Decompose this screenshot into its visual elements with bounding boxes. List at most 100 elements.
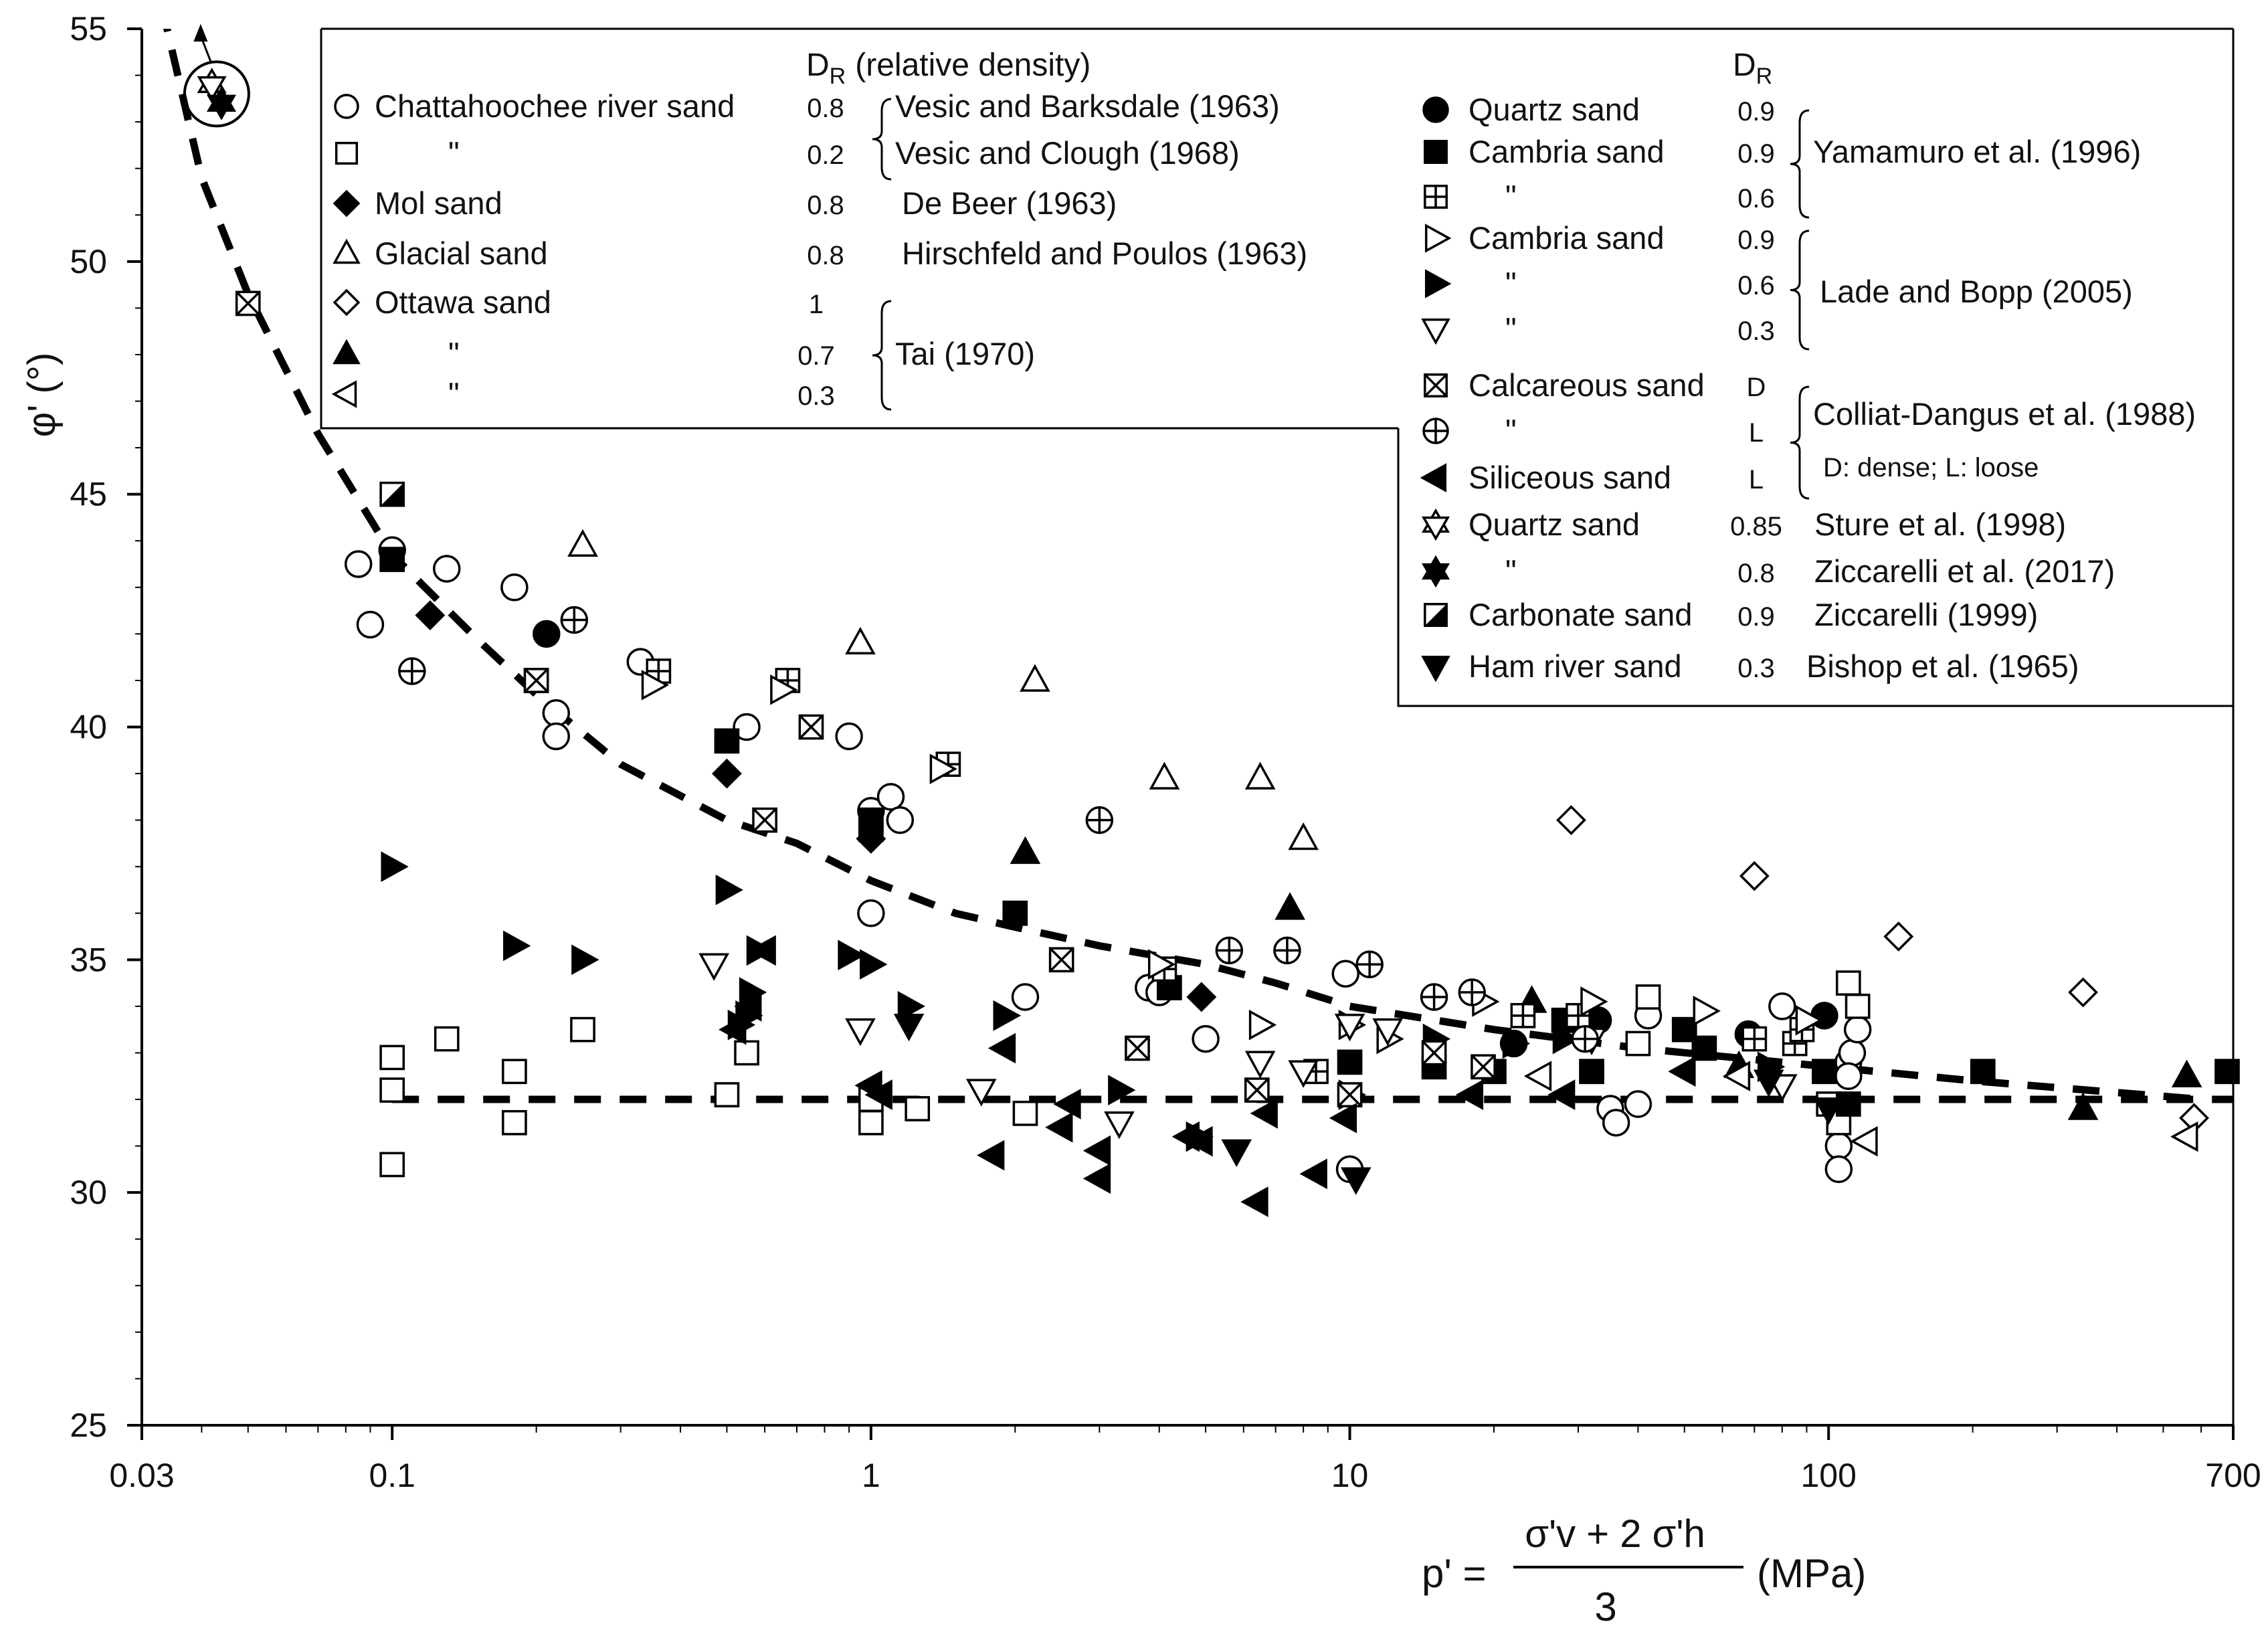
- marker-shape: [502, 1059, 527, 1085]
- marker-shape: [2171, 1059, 2202, 1088]
- data-point: [905, 1096, 931, 1121]
- legend-dr: 0.6: [1737, 271, 1775, 300]
- header-r: R: [830, 64, 846, 89]
- data-point: [1012, 1101, 1038, 1126]
- data-point: [845, 626, 876, 655]
- marker-shape: [1422, 96, 1449, 123]
- marker-shape: [1240, 1186, 1268, 1217]
- marker-shape: [1824, 1131, 1853, 1160]
- data-point: [1020, 664, 1050, 692]
- marker-shape: [1835, 1091, 1861, 1117]
- y-tick-label: 30: [70, 1174, 107, 1211]
- trend-curve: [163, 29, 2202, 1103]
- legend-dr: 0.9: [1737, 602, 1775, 632]
- marker-shape: [1843, 1015, 1872, 1044]
- data-point: [715, 875, 743, 905]
- marker-shape: [1693, 996, 1721, 1026]
- data-point: [434, 1026, 460, 1052]
- legend-dr: 0.3: [1737, 316, 1775, 346]
- marker-shape: [1002, 900, 1028, 926]
- marker-shape: [860, 949, 888, 980]
- marker-shape: [1420, 463, 1447, 492]
- marker-shape: [197, 76, 227, 102]
- series-triangle-down-filled: [893, 1013, 1844, 1195]
- data-point: [1288, 1060, 1319, 1088]
- legend-dr: 0.8: [807, 94, 844, 123]
- data-point: [1011, 983, 1040, 1011]
- data-point: [1082, 1163, 1111, 1194]
- marker-shape: [1625, 1030, 1651, 1057]
- marker-shape: [1421, 563, 1450, 588]
- marker-shape: [1424, 140, 1448, 164]
- trend-lines: [163, 29, 2233, 1103]
- legend-marker-square-plus: [1424, 185, 1448, 209]
- data-point: [748, 935, 776, 966]
- marker-shape: [503, 930, 531, 962]
- legend-label: Carbonate sand: [1469, 597, 1692, 632]
- data-point: [1329, 1103, 1357, 1134]
- series-square-half: [379, 481, 405, 507]
- data-point: [857, 899, 885, 927]
- data-point: [502, 1059, 527, 1085]
- data-point: [398, 657, 426, 685]
- legend-marker-star6: [1421, 508, 1450, 541]
- legend-dr: L: [1749, 465, 1764, 494]
- x-label-denominator: 3: [1594, 1584, 1616, 1629]
- marker-shape: [748, 935, 776, 966]
- brace-lade: [1790, 230, 1810, 351]
- data-point: [1552, 1023, 1581, 1055]
- marker-shape: [993, 1000, 1021, 1031]
- legend-label: ": [1505, 266, 1517, 301]
- series-square: [379, 970, 1871, 1178]
- data-point: [379, 481, 405, 507]
- data-point: [1523, 1061, 1552, 1092]
- data-point: [2171, 1059, 2202, 1088]
- marker-shape: [835, 722, 863, 751]
- marker-shape: [344, 550, 373, 578]
- marker-shape: [734, 1040, 759, 1066]
- marker-shape: [1221, 1139, 1252, 1168]
- data-point: [1835, 970, 1861, 996]
- marker-shape: [838, 939, 866, 971]
- legend-dr: 0.85: [1730, 512, 1782, 541]
- marker-shape: [1834, 1062, 1863, 1090]
- legend-dr: 0.3: [797, 381, 835, 411]
- data-point: [1048, 947, 1074, 973]
- marker-shape: [570, 1016, 595, 1043]
- marker-shape: [1104, 1111, 1135, 1140]
- data-point: [1850, 1125, 1878, 1157]
- marker-shape: [1424, 223, 1452, 253]
- legend-dr: L: [1749, 418, 1764, 448]
- marker-shape: [987, 1032, 1016, 1064]
- legend-label: ": [1505, 179, 1517, 214]
- legend-dr: 0.9: [1737, 97, 1775, 126]
- data-point: [1250, 1098, 1278, 1129]
- data-point: [993, 1000, 1021, 1031]
- marker-shape: [1147, 949, 1176, 980]
- marker-shape: [1192, 1024, 1220, 1053]
- marker-shape: [1970, 1059, 1996, 1085]
- marker-shape: [698, 953, 730, 981]
- data-point: [1824, 1155, 1853, 1184]
- data-point: [1240, 1186, 1268, 1217]
- marker-shape: [1795, 1004, 1823, 1036]
- legend-marker-diamond-filled: [333, 189, 361, 217]
- brace-vesic: [872, 98, 892, 181]
- data-point: [206, 86, 237, 120]
- legend-label: Siliceous sand: [1469, 460, 1671, 495]
- marker-shape: [897, 991, 926, 1022]
- marker-shape: [235, 291, 261, 316]
- data-point: [1580, 986, 1608, 1017]
- legend-ref: Vesic and Clough (1968): [895, 135, 1240, 171]
- x-tick-label: 0.03: [109, 1457, 174, 1494]
- marker-shape: [356, 610, 385, 639]
- marker-shape: [1045, 1111, 1073, 1143]
- legend-right-border: [1397, 428, 2233, 707]
- data-point: [1635, 984, 1661, 1010]
- data-point: [235, 290, 261, 316]
- legend-marker-circle: [334, 94, 359, 119]
- marker-shape: [712, 758, 742, 789]
- marker-shape: [845, 1018, 876, 1047]
- data-point: [886, 806, 915, 834]
- x-tick-label: 100: [1800, 1457, 1856, 1494]
